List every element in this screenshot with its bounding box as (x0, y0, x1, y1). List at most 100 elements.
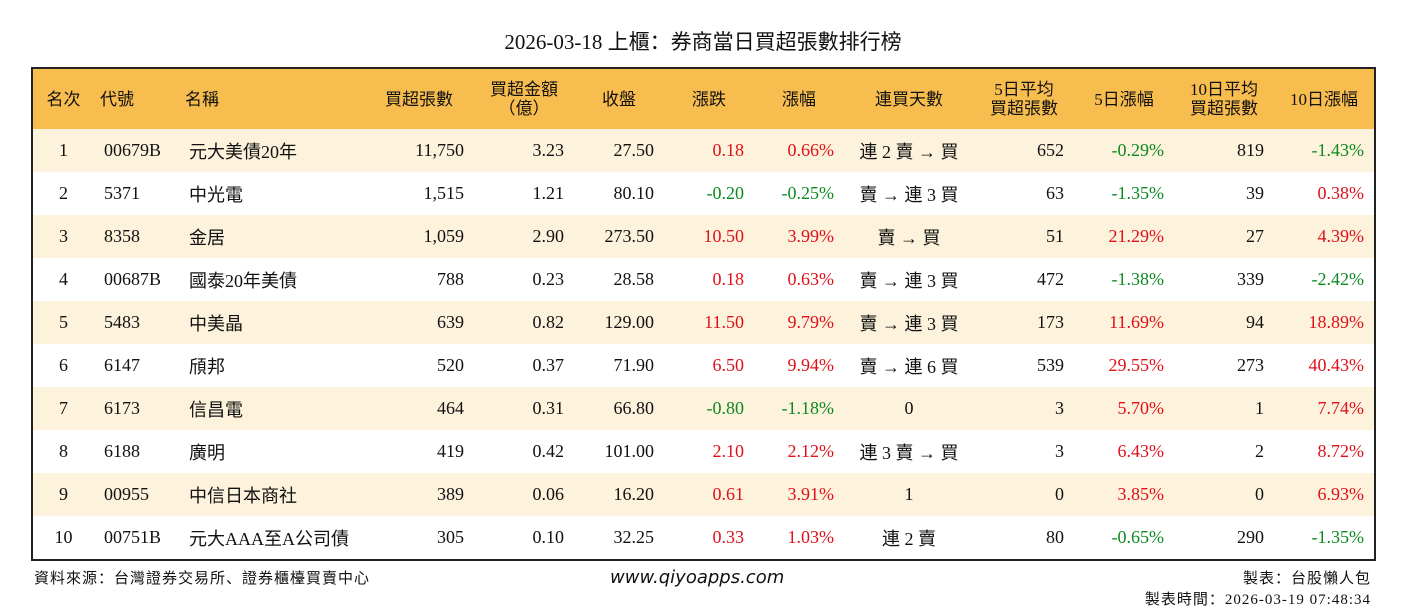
table-cell: 賣 → 連 3 買 (859, 184, 959, 205)
table-cell: 1,515 (423, 183, 465, 203)
table-cell: 0.31 (474, 387, 574, 430)
table-row: 3 8358 金居 1,059 2.90 273.50 10.50 3.99% 賣 → 買 51 2… (32, 215, 1375, 258)
table-cell: 305 (437, 527, 464, 547)
table-cell: 6173 (94, 387, 179, 430)
table-cell: 6147 (104, 355, 140, 375)
table-cell: -0.25% (781, 183, 835, 203)
table-cell: 11,750 (364, 129, 474, 172)
table-cell: 788 (437, 269, 464, 289)
table-cell: 11.69% (1074, 301, 1174, 344)
table-cell: 金居 (179, 215, 364, 258)
table-cell: 129.00 (574, 301, 664, 344)
table-cell: 5.70% (1074, 387, 1174, 430)
table-cell: 3.23 (474, 129, 574, 172)
table-cell: -1.18% (754, 387, 844, 430)
table-cell: 頎邦 (189, 356, 225, 377)
column-header: 漲跌 (664, 68, 754, 129)
table-cell: 1 (844, 473, 974, 516)
table-row: 8 6188 廣明 419 0.42 101.00 2.10 2.12% 連 3 賣 → 買 3 6… (32, 430, 1375, 473)
table-cell: 80.10 (613, 183, 655, 203)
table-cell: 0.66% (754, 129, 844, 172)
table-cell: 0 (974, 473, 1074, 516)
maker: 製表：台股懶人包 (1242, 571, 1371, 587)
table-cell: 63 (1046, 183, 1064, 203)
table-cell: 0.10 (532, 527, 565, 547)
table-cell: 連 2 賣 (882, 528, 936, 549)
source: 資料來源：台灣證券交易所、證券櫃檯買賣中心 (34, 571, 371, 587)
column-header: 5日漲幅 (1074, 68, 1174, 129)
table-cell: 8 (59, 441, 68, 461)
column-header: 漲幅 (754, 68, 844, 129)
header-row: 名次 代號 名稱 買超張數 買超金額 （億） 收盤 漲跌 漲幅 連買天數 5日平均 買超張數 5日漲… (32, 68, 1375, 129)
table-cell: 5483 (94, 301, 179, 344)
table-cell: 7 (32, 387, 94, 430)
table-cell: 賣 → 連 3 買 (859, 270, 959, 291)
table-cell: 464 (364, 387, 474, 430)
table-cell: 419 (437, 441, 464, 461)
column-header: 名次 (32, 68, 94, 129)
table-cell: 中美晶 (179, 301, 364, 344)
table-cell: 273 (1237, 355, 1264, 375)
table-cell: 00955 (94, 473, 179, 516)
table-cell: -1.38% (1111, 269, 1165, 289)
table-cell: 8.72% (1317, 441, 1365, 461)
table-cell: 1.21 (532, 183, 565, 203)
table-cell: 2.90 (474, 215, 574, 258)
table-cell: 0.63% (787, 269, 835, 289)
table-cell: 6.93% (1274, 473, 1375, 516)
table-cell: 4.39% (1274, 215, 1375, 258)
table-cell: 9 (32, 473, 94, 516)
table-cell: 2 (59, 183, 68, 203)
table-cell: 6.43% (1117, 441, 1165, 461)
table-cell: 00679B (94, 129, 179, 172)
table-row: 7 6173 信昌電 464 0.31 66.80 -0.80 -1.18% 0 3 5.70% 1 7… (32, 387, 1375, 430)
table-cell: 39 (1246, 183, 1264, 203)
table-cell: 信昌電 (179, 387, 364, 430)
table-cell: 639 (364, 301, 474, 344)
table-cell: -0.20 (706, 183, 745, 203)
table-cell: -1.35% (1311, 527, 1365, 547)
table-cell: 1 (32, 129, 94, 172)
table-cell: 94 (1174, 301, 1274, 344)
table-row: 10 00751B 元大AAA至A公司債 305 0.10 32.25 0.33 1.03% 連… (32, 516, 1375, 560)
table-row: 5 5483 中美晶 639 0.82 129.00 11.50 9.79% 賣 → 連 3 買… (32, 301, 1375, 344)
table-cell: 819 (1174, 129, 1274, 172)
column-header: 10日平均 買超張數 (1174, 68, 1274, 129)
table-cell: 40.43% (1308, 355, 1365, 375)
table-cell: 290 (1237, 527, 1264, 547)
table-cell: 389 (364, 473, 474, 516)
table-cell: 3.99% (754, 215, 844, 258)
table-cell: 173 (974, 301, 1074, 344)
table-cell: 賣 → 連 6 買 (859, 356, 959, 377)
column-header: 5日平均 買超張數 (974, 68, 1074, 129)
table-row: 2 5371 中光電 1,515 1.21 80.10 -0.20 -0.25% 賣 → 連 3… (32, 172, 1375, 215)
table-cell: 元大AAA至A公司債 (189, 528, 349, 549)
table-cell: 3.85% (1074, 473, 1174, 516)
table-cell: 0 (844, 387, 974, 430)
column-header: 收盤 (574, 68, 664, 129)
table-cell: 2.10 (712, 441, 745, 461)
table-cell: 0.38% (1317, 183, 1365, 203)
table-cell: 66.80 (574, 387, 664, 430)
title: 2026-03-18 上櫃：券商當日買超張數排行榜 (504, 30, 902, 54)
table-body: 1 00679B 元大美債20年 11,750 3.23 27.50 0.18 0.66% 連 … (32, 129, 1375, 560)
table-cell: 539 (1037, 355, 1064, 375)
table-cell: 27.50 (574, 129, 664, 172)
table-cell: 3 (1055, 441, 1064, 461)
table-cell: 元大美債20年 (179, 129, 364, 172)
table-cell: 00687B (104, 269, 162, 289)
table-cell: 101.00 (604, 441, 655, 461)
table-cell: 00751B (104, 527, 162, 547)
table-cell: 國泰20年美債 (189, 270, 297, 291)
table-cell: 32.25 (613, 527, 655, 547)
table-cell: 7.74% (1274, 387, 1375, 430)
column-header: 連買天數 (844, 68, 974, 129)
table-cell: 9.79% (754, 301, 844, 344)
ranking-table: 名次 代號 名稱 買超張數 買超金額 （億） 收盤 漲跌 漲幅 連買天數 5日平均 買超張數 5日漲… (31, 67, 1376, 561)
table-cell: -0.29% (1074, 129, 1174, 172)
table-cell: 0.42 (532, 441, 565, 461)
table-cell: 9.94% (787, 355, 835, 375)
table-cell: 6.50 (712, 355, 745, 375)
table-cell: -1.35% (1111, 183, 1165, 203)
